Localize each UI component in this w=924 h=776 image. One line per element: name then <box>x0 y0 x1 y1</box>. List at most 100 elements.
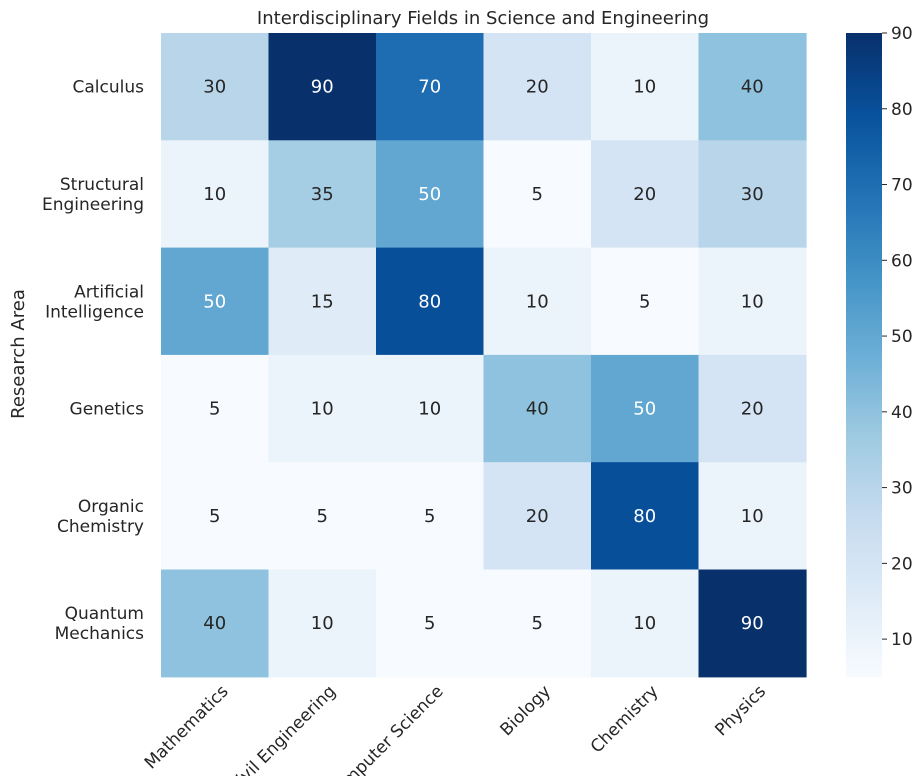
cell-value-label: 5 <box>532 613 543 634</box>
cell-value-label: 5 <box>532 184 543 205</box>
cell-value-label: 50 <box>203 291 226 312</box>
cell-value-label: 10 <box>203 184 226 205</box>
heatmap-cell <box>483 354 592 463</box>
heatmap-cell <box>268 33 377 141</box>
cell-value-label: 10 <box>741 506 764 527</box>
cell-value-label: 90 <box>311 77 334 98</box>
heatmap-cell <box>376 33 485 141</box>
cell-value-label: 40 <box>526 399 549 420</box>
y-tick-label: Artificial Intelligence <box>45 282 144 322</box>
heatmap-cell <box>483 569 592 678</box>
cell-value-label: 10 <box>311 399 334 420</box>
heatmap-cell <box>161 140 270 249</box>
colorbar-tick-label: 20 <box>891 554 913 574</box>
heatmap-cell <box>591 354 700 463</box>
cell-value-label: 5 <box>639 291 650 312</box>
colorbar-ticks: 10 20 30 40 50 60 70 80 90 <box>882 24 913 650</box>
x-tick-label: Physics <box>711 682 770 741</box>
heatmap-cell <box>698 140 807 249</box>
y-tick-label: Genetics <box>70 400 145 420</box>
colorbar-gradient <box>846 33 882 677</box>
heatmap-cell <box>376 247 485 356</box>
heatmap-cell <box>591 247 700 356</box>
cell-value-label: 20 <box>526 77 549 98</box>
cell-value-label: 80 <box>633 506 656 527</box>
colorbar: 10 20 30 40 50 60 70 80 90 <box>846 24 913 677</box>
cell-value-label: 50 <box>633 399 656 420</box>
colorbar-tick-label: 60 <box>891 251 913 271</box>
y-tick-label: Quantum Mechanics <box>55 604 145 644</box>
heatmap-cell <box>161 247 270 356</box>
heatmap-cell <box>483 247 592 356</box>
cell-value-label: 10 <box>526 291 549 312</box>
colorbar-tick-label: 70 <box>891 176 913 196</box>
cell-value-label: 30 <box>741 184 764 205</box>
heatmap-cell <box>483 462 592 571</box>
y-axis-label: Research Area <box>8 289 29 419</box>
heatmap-cell <box>376 569 485 678</box>
cell-value-label: 5 <box>209 399 220 420</box>
heatmap-cell <box>268 354 377 463</box>
heatmap-cell <box>268 569 377 678</box>
colorbar-tick-label: 80 <box>891 100 913 120</box>
colorbar-tick-label: 50 <box>891 327 913 347</box>
cell-value-label: 80 <box>418 291 441 312</box>
cell-annotations: 30 90 70 20 10 40 10 35 50 5 20 30 50 15 80 10 5 10 5 10 10 4… <box>203 77 763 635</box>
cell-value-label: 20 <box>526 506 549 527</box>
heatmap-cell <box>268 140 377 249</box>
heatmap-cell <box>161 33 270 141</box>
x-tick-label: Biology <box>497 682 556 741</box>
heatmap-cell <box>698 354 807 463</box>
heatmap-cell <box>483 140 592 249</box>
cell-value-label: 40 <box>203 613 226 634</box>
colorbar-tick-label: 10 <box>891 630 913 650</box>
heatmap-cells <box>161 33 807 678</box>
cell-value-label: 10 <box>741 291 764 312</box>
cell-value-label: 5 <box>424 613 435 634</box>
cell-value-label: 90 <box>741 613 764 634</box>
heatmap-cell <box>268 462 377 571</box>
heatmap-cell <box>591 462 700 571</box>
cell-value-label: 10 <box>633 613 656 634</box>
chart-title: Interdisciplinary Fields in Science and … <box>257 8 709 29</box>
heatmap-cell <box>698 462 807 571</box>
cell-value-label: 10 <box>311 613 334 634</box>
cell-value-label: 5 <box>424 506 435 527</box>
y-tick-label: Organic Chemistry <box>57 497 144 537</box>
y-tick-labels: Calculus Structural Engineering Artificial I… <box>42 78 144 645</box>
cell-value-label: 15 <box>311 291 334 312</box>
heatmap-cell <box>591 569 700 678</box>
colorbar-tick-label: 30 <box>891 479 913 499</box>
heatmap-cell <box>591 33 700 141</box>
cell-value-label: 70 <box>418 77 441 98</box>
y-tick-label: Calculus <box>73 78 145 98</box>
cell-value-label: 5 <box>317 506 328 527</box>
heatmap-cell <box>698 569 807 678</box>
heatmap-cell <box>161 354 270 463</box>
heatmap-cell <box>591 140 700 249</box>
x-tick-label: Civil Engineering <box>224 682 340 776</box>
heatmap-cell <box>161 569 270 678</box>
heatmap-cell <box>483 33 592 141</box>
cell-value-label: 20 <box>633 184 656 205</box>
cell-value-label: 35 <box>311 184 334 205</box>
cell-value-label: 5 <box>209 506 220 527</box>
cell-value-label: 10 <box>633 77 656 98</box>
cell-value-label: 20 <box>741 399 764 420</box>
cell-value-label: 30 <box>203 77 226 98</box>
heatmap-cell <box>161 462 270 571</box>
colorbar-tick-label: 40 <box>891 403 913 423</box>
colorbar-tick-label: 90 <box>891 24 913 44</box>
heatmap-cell <box>698 33 807 141</box>
cell-value-label: 40 <box>741 77 764 98</box>
heatmap-cell <box>376 140 485 249</box>
cell-value-label: 50 <box>418 184 441 205</box>
heatmap-cell <box>376 354 485 463</box>
x-tick-label: Computer Science <box>323 682 447 776</box>
cell-value-label: 10 <box>418 399 441 420</box>
y-tick-label: Structural Engineering <box>42 175 144 215</box>
heatmap-cell <box>268 247 377 356</box>
heatmap-cell <box>698 247 807 356</box>
